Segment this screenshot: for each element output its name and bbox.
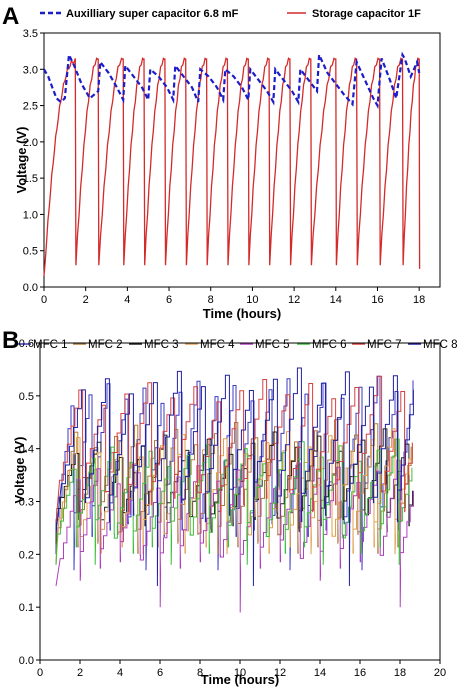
panel-a-y-label: Voltage (V) [14, 127, 29, 194]
panel-a-x-tick-label: 18 [413, 294, 425, 306]
panel-a-x-tick-label: 16 [371, 294, 383, 306]
panel-a-x-tick-label: 8 [208, 294, 214, 306]
panel-b-x-tick-label: 0 [37, 667, 43, 679]
panel-a-x-tick-label: 0 [41, 294, 47, 306]
panel-b-y-tick-label: 0.1 [19, 602, 34, 614]
panel-a-y-tick-label: 2.5 [23, 101, 38, 113]
panel-a-legend: Auxilliary super capacitor 6.8 mF Storag… [40, 8, 421, 20]
panel-b-x-tick-label: 12 [274, 667, 286, 679]
panel-b-x-tick-label: 10 [234, 667, 246, 679]
panel-b-y-tick-label: 0.2 [19, 549, 34, 561]
panel-b-x-tick-label: 6 [157, 667, 163, 679]
series-line-auxiliary [43, 50, 421, 110]
panel-a-letter: A [2, 3, 19, 30]
panel-a-series-layer [43, 50, 421, 277]
series-line-mfc-8 [55, 367, 414, 587]
panel-a-x-tick-label: 4 [124, 294, 130, 306]
panel-a: A Auxilliary super capacitor 6.8 mF Stor… [2, 3, 441, 321]
panel-b-series-layer [55, 367, 414, 613]
series-line-mfc-6 [55, 438, 413, 565]
panel-a-x-tick-label: 6 [166, 294, 172, 306]
panel-b-y-tick-label: 0.5 [19, 391, 34, 403]
panel-b-x-tick-label: 4 [117, 667, 123, 679]
panel-b-x-tick-label: 2 [77, 667, 83, 679]
panel-b-ticks: 0 2 4 6 8 10 12 14 16 18 20 0.0 0.1 0.2 0.3 0.4 0.5 0.6 [19, 338, 446, 679]
legend-label-mfc-3: MFC 3 [144, 339, 179, 351]
panel-b-x-tick-label: 20 [434, 667, 446, 679]
panel-a-x-tick-label: 2 [83, 294, 89, 306]
panel-a-ticks: 0 2 4 6 8 10 12 14 16 18 0.0 0.5 1.0 1.5 2.0 2.5 3.0 3.5 [23, 28, 426, 306]
legend-label-mfc-5: MFC 5 [255, 339, 290, 351]
panel-b-y-label: Voltage (V) [12, 437, 27, 504]
series-line-storage [43, 56, 421, 277]
panel-a-x-label: Time (hours) [203, 306, 282, 321]
panel-b: B MFC 1 MFC 2 MFC 3 MFC 4 MFC 5 MFC 6 MFC 7 MFC… [2, 327, 458, 687]
panel-a-y-tick-label: 3.0 [23, 64, 38, 76]
panel-a-x-tick-label: 12 [288, 294, 300, 306]
panel-a-y-tick-label: 1.5 [23, 173, 38, 185]
legend-label-mfc-4: MFC 4 [200, 339, 235, 351]
panel-a-y-tick-label: 2.0 [23, 137, 38, 149]
legend-label-mfc-1: MFC 1 [33, 339, 68, 351]
panel-a-y-tick-label: 1.0 [23, 209, 38, 221]
panel-a-y-tick-label: 0.0 [23, 282, 38, 294]
panel-b-x-tick-label: 8 [197, 667, 203, 679]
panel-b-y-tick-label: 0.3 [19, 497, 34, 509]
panel-b-y-tick-label: 0.6 [19, 338, 34, 350]
legend-label-mfc-2: MFC 2 [88, 339, 123, 351]
panel-b-x-tick-label: 18 [394, 667, 406, 679]
panel-b-x-label: Time (hours) [201, 672, 280, 687]
panel-b-x-tick-label: 14 [314, 667, 326, 679]
panel-b-legend: MFC 1 MFC 2 MFC 3 MFC 4 MFC 5 MFC 6 MFC 7 MFC 8 [18, 339, 458, 351]
legend-label-mfc-6: MFC 6 [312, 339, 347, 351]
panel-a-x-tick-label: 14 [330, 294, 342, 306]
panel-a-y-tick-label: 0.5 [23, 246, 38, 258]
panel-a-plot-frame [43, 32, 441, 288]
legend-label-auxiliary: Auxilliary super capacitor 6.8 mF [66, 8, 239, 20]
panel-a-y-tick-label: 3.5 [23, 28, 38, 40]
panel-b-letter: B [2, 327, 19, 354]
panel-b-y-tick-label: 0.0 [19, 655, 34, 667]
legend-label-storage: Storage capacitor 1F [312, 8, 421, 20]
series-line-mfc-5 [55, 459, 414, 613]
panel-a-x-tick-label: 10 [246, 294, 258, 306]
panel-b-x-tick-label: 16 [354, 667, 366, 679]
panel-b-y-tick-label: 0.4 [19, 444, 34, 456]
legend-label-mfc-7: MFC 7 [367, 339, 402, 351]
series-line-mfc-7 [55, 375, 413, 523]
